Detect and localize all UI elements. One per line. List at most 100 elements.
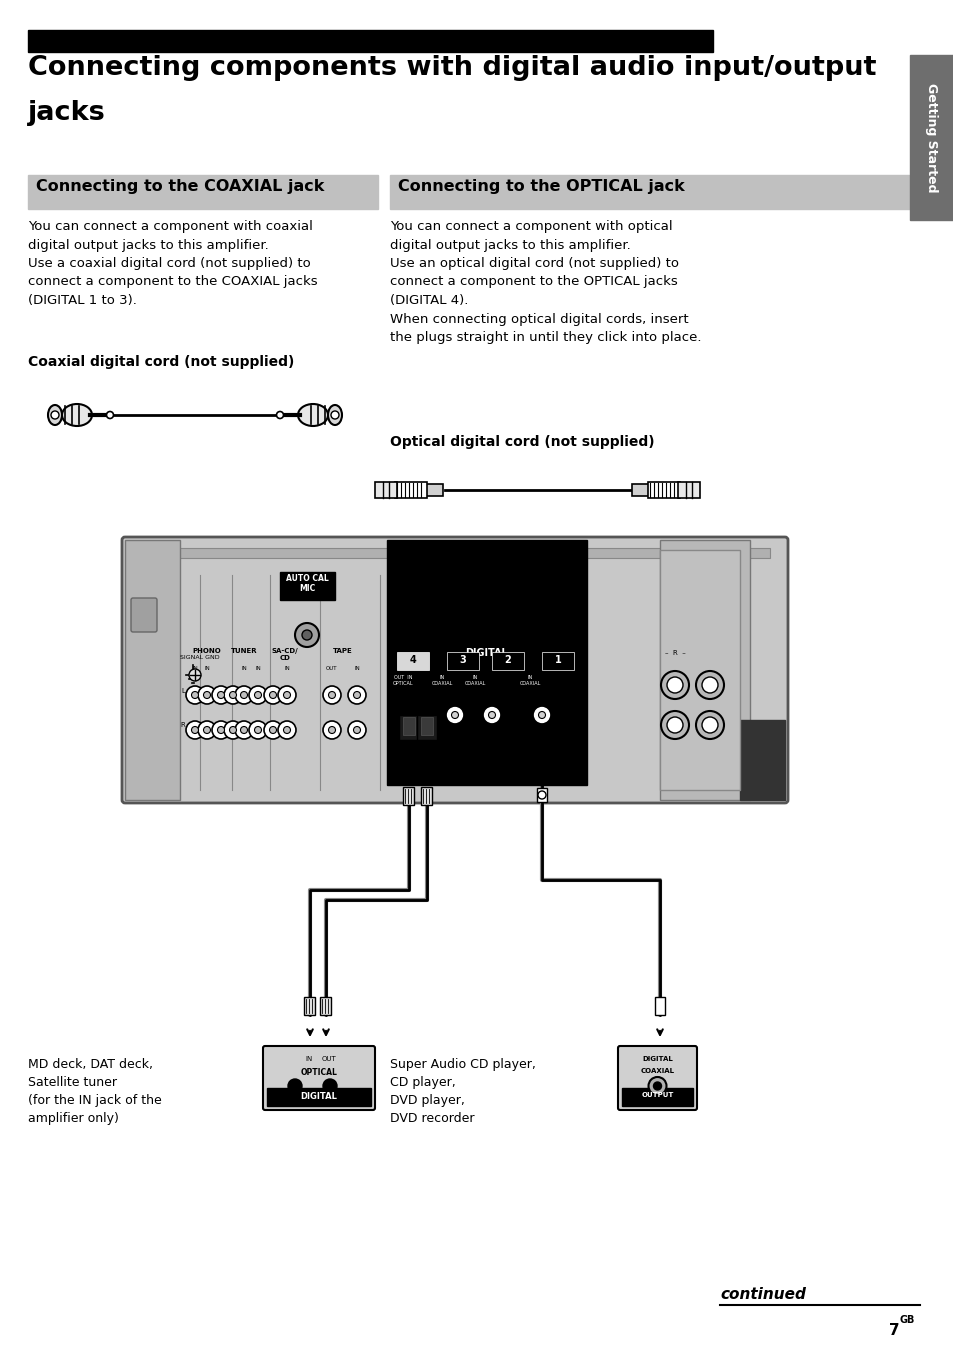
Text: OUT: OUT: [321, 1056, 336, 1063]
Text: OUT: OUT: [326, 667, 337, 671]
Bar: [403, 787, 414, 804]
Bar: [280, 572, 335, 600]
Circle shape: [198, 721, 215, 740]
Bar: [447, 652, 478, 671]
Bar: [267, 1088, 371, 1106]
Circle shape: [254, 691, 261, 699]
Ellipse shape: [328, 406, 341, 425]
Circle shape: [666, 717, 682, 733]
Text: 1: 1: [554, 654, 560, 665]
Circle shape: [653, 1082, 660, 1090]
Bar: [28, 174, 377, 210]
Text: COAXIAL: COAXIAL: [639, 1068, 674, 1073]
Bar: [647, 483, 679, 498]
Text: AUTO CAL
MIC: AUTO CAL MIC: [285, 575, 328, 594]
Circle shape: [234, 685, 253, 704]
Circle shape: [328, 726, 335, 734]
Circle shape: [269, 691, 276, 699]
Text: IN: IN: [254, 667, 260, 671]
Text: OUTPUT: OUTPUT: [640, 1092, 673, 1098]
Bar: [659, 550, 740, 790]
Text: SA-CD/
CD: SA-CD/ CD: [272, 648, 298, 661]
Circle shape: [186, 721, 204, 740]
Circle shape: [302, 630, 312, 639]
Text: Getting Started: Getting Started: [924, 82, 938, 192]
Circle shape: [234, 721, 253, 740]
Bar: [740, 721, 784, 800]
FancyBboxPatch shape: [122, 537, 787, 803]
Bar: [424, 484, 442, 496]
Circle shape: [660, 711, 688, 740]
Bar: [492, 652, 523, 671]
Text: MD deck, DAT deck,
Satellite tuner
(for the IN jack of the
amplifier only): MD deck, DAT deck, Satellite tuner (for …: [28, 1059, 162, 1125]
Circle shape: [537, 791, 545, 799]
Bar: [390, 174, 909, 210]
Ellipse shape: [48, 406, 62, 425]
Circle shape: [701, 717, 718, 733]
Circle shape: [277, 685, 295, 704]
Bar: [398, 715, 418, 740]
Text: Coaxial digital cord (not supplied): Coaxial digital cord (not supplied): [28, 356, 294, 369]
Bar: [655, 996, 664, 1015]
Circle shape: [230, 691, 236, 699]
Circle shape: [701, 677, 718, 694]
Text: Super Audio CD player,
CD player,
DVD player,
DVD recorder: Super Audio CD player, CD player, DVD pl…: [390, 1059, 536, 1125]
FancyBboxPatch shape: [263, 1046, 375, 1110]
Circle shape: [203, 691, 211, 699]
Text: continued: continued: [720, 1287, 805, 1302]
Text: IN
COAXIAL: IN COAXIAL: [464, 675, 485, 685]
Circle shape: [264, 721, 282, 740]
Circle shape: [294, 623, 318, 648]
Text: IN: IN: [192, 667, 197, 671]
Circle shape: [240, 691, 247, 699]
Circle shape: [217, 726, 224, 734]
Bar: [402, 717, 415, 735]
Circle shape: [212, 685, 230, 704]
Text: GB: GB: [899, 1315, 915, 1325]
Text: OUT  IN
OPTICAL: OUT IN OPTICAL: [393, 675, 413, 685]
Text: OPTICAL: OPTICAL: [300, 1068, 337, 1078]
Circle shape: [198, 685, 215, 704]
Text: Connecting components with digital audio input/output: Connecting components with digital audio…: [28, 55, 876, 81]
Circle shape: [323, 685, 340, 704]
Text: 3: 3: [459, 654, 466, 665]
Text: SIGNAL GND: SIGNAL GND: [180, 654, 219, 660]
Bar: [537, 788, 546, 802]
Text: DIGITAL: DIGITAL: [641, 1056, 672, 1063]
Circle shape: [192, 726, 198, 734]
Circle shape: [323, 721, 340, 740]
Text: IN: IN: [284, 667, 290, 671]
Text: R: R: [180, 722, 185, 727]
Text: DIGITAL: DIGITAL: [300, 1092, 337, 1101]
Bar: [395, 483, 427, 498]
Circle shape: [276, 411, 283, 419]
Circle shape: [107, 411, 113, 419]
Ellipse shape: [297, 404, 328, 426]
Circle shape: [288, 1079, 302, 1092]
Circle shape: [648, 1078, 666, 1095]
Circle shape: [348, 721, 366, 740]
Circle shape: [348, 685, 366, 704]
Circle shape: [269, 726, 276, 734]
Bar: [28, 30, 712, 51]
Bar: [659, 539, 749, 800]
Ellipse shape: [62, 404, 91, 426]
Text: Connecting to the COAXIAL jack: Connecting to the COAXIAL jack: [36, 178, 324, 193]
Text: L: L: [181, 688, 185, 694]
Bar: [631, 484, 649, 496]
Circle shape: [51, 411, 59, 419]
Text: 7: 7: [888, 1324, 899, 1338]
Text: –  R  –: – R –: [664, 650, 684, 656]
Circle shape: [537, 711, 545, 718]
FancyBboxPatch shape: [618, 1046, 697, 1110]
Circle shape: [217, 691, 224, 699]
Bar: [396, 652, 429, 671]
Bar: [909, 55, 953, 220]
Circle shape: [230, 726, 236, 734]
Text: IN: IN: [204, 667, 210, 671]
Bar: [416, 715, 436, 740]
Circle shape: [249, 685, 267, 704]
Bar: [125, 539, 180, 800]
Bar: [420, 717, 433, 735]
Text: IN: IN: [354, 667, 359, 671]
